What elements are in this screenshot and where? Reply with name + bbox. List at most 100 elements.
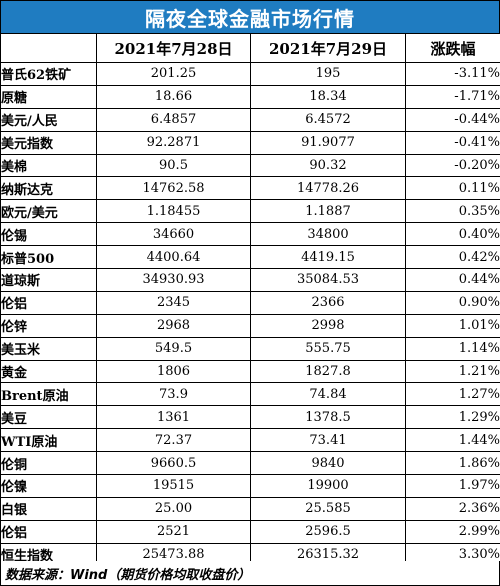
row-name: 美元指数 xyxy=(0,130,97,155)
row-name: 伦铝 xyxy=(0,290,97,315)
row-name: 美元/人民 xyxy=(0,107,97,132)
table-row: 伦铝 2521 2596.5 2.99% xyxy=(0,519,500,544)
table-row: 伦锌 2968 2998 1.01% xyxy=(0,313,500,338)
row-value-date1: 6.4857 xyxy=(96,107,251,132)
table-row: 普氏62铁矿 201.25 195 -3.11% xyxy=(0,62,500,86)
header-date1: 2021年7月28日 xyxy=(96,33,251,63)
row-name: Brent原油 xyxy=(0,382,97,407)
row-change: 0.44% xyxy=(405,268,500,292)
row-change: 2.99% xyxy=(405,519,500,544)
row-name: 白银 xyxy=(0,496,97,521)
row-change: 1.27% xyxy=(405,382,500,407)
table-row: 美玉米 549.5 555.75 1.14% xyxy=(0,336,500,361)
table-row: 黄金 1806 1827.8 1.21% xyxy=(0,359,500,384)
row-change: 1.01% xyxy=(405,313,500,338)
row-value-date2: 91.9077 xyxy=(250,130,406,155)
row-value-date1: 1361 xyxy=(96,405,251,430)
row-value-date2: 18.34 xyxy=(250,84,406,109)
row-name: 原糖 xyxy=(0,84,97,109)
row-value-date2: 195 xyxy=(250,62,406,86)
row-change: 1.97% xyxy=(405,474,500,498)
row-value-date2: 2596.5 xyxy=(250,519,406,544)
row-name: 伦镍 xyxy=(0,474,97,498)
row-name: 美棉 xyxy=(0,153,97,178)
row-value-date1: 73.9 xyxy=(96,382,251,407)
row-change: -3.11% xyxy=(405,62,500,86)
row-value-date1: 201.25 xyxy=(96,62,251,86)
row-value-date1: 19515 xyxy=(96,474,251,498)
row-change: 1.86% xyxy=(405,451,500,476)
row-name: 欧元/美元 xyxy=(0,199,97,224)
row-value-date1: 25.00 xyxy=(96,496,251,521)
row-change: 1.44% xyxy=(405,428,500,453)
row-change: -0.44% xyxy=(405,107,500,132)
table-row: 伦镍 19515 19900 1.97% xyxy=(0,474,500,498)
row-value-date2: 9840 xyxy=(250,451,406,476)
table-row: WTI原油 72.37 73.41 1.44% xyxy=(0,428,500,453)
header-change: 涨跌幅 xyxy=(405,33,500,63)
source-note: 数据来源：Wind（期货价格均取收盘价） xyxy=(0,561,500,586)
row-name: 标普500 xyxy=(0,245,97,270)
row-value-date1: 549.5 xyxy=(96,336,251,361)
table-row: 恒生指数 25473.88 26315.32 3.30% xyxy=(0,542,500,567)
row-change: -1.71% xyxy=(405,84,500,109)
row-value-date1: 34930.93 xyxy=(96,268,251,292)
row-change: 0.35% xyxy=(405,199,500,224)
row-value-date1: 90.5 xyxy=(96,153,251,178)
row-value-date1: 14762.58 xyxy=(96,176,251,201)
row-value-date2: 34800 xyxy=(250,222,406,247)
table-row: 伦铜 9660.5 9840 1.86% xyxy=(0,451,500,476)
row-value-date1: 9660.5 xyxy=(96,451,251,476)
table-row: 道琼斯 34930.93 35084.53 0.44% xyxy=(0,268,500,292)
row-value-date2: 2998 xyxy=(250,313,406,338)
header-date2: 2021年7月29日 xyxy=(250,33,406,63)
row-name: 伦锌 xyxy=(0,313,97,338)
row-value-date1: 2345 xyxy=(96,290,251,315)
row-name: 普氏62铁矿 xyxy=(0,62,97,86)
row-value-date2: 1827.8 xyxy=(250,359,406,384)
table-row: Brent原油 73.9 74.84 1.27% xyxy=(0,382,500,407)
report-title: 隔夜全球金融市场行情 xyxy=(0,0,500,33)
row-value-date2: 2366 xyxy=(250,290,406,315)
row-value-date2: 90.32 xyxy=(250,153,406,178)
row-change: 1.21% xyxy=(405,359,500,384)
table-row: 美豆 1361 1378.5 1.29% xyxy=(0,405,500,430)
table-row: 纳斯达克 14762.58 14778.26 0.11% xyxy=(0,176,500,201)
row-value-date1: 92.2871 xyxy=(96,130,251,155)
row-value-date1: 1806 xyxy=(96,359,251,384)
row-value-date1: 2968 xyxy=(96,313,251,338)
row-name: 道琼斯 xyxy=(0,268,97,292)
row-change: -0.20% xyxy=(405,153,500,178)
row-name: 美玉米 xyxy=(0,336,97,361)
row-change: 0.40% xyxy=(405,222,500,247)
row-name: 美豆 xyxy=(0,405,97,430)
table-header-row: 2021年7月28日 2021年7月29日 涨跌幅 xyxy=(0,33,500,63)
row-name: 恒生指数 xyxy=(0,542,97,567)
row-value-date2: 25.585 xyxy=(250,496,406,521)
row-value-date1: 18.66 xyxy=(96,84,251,109)
table-body: 普氏62铁矿 201.25 195 -3.11% 原糖 18.66 18.34 -1.71% 美… xyxy=(0,62,500,567)
row-value-date2: 1.1887 xyxy=(250,199,406,224)
row-name: 纳斯达克 xyxy=(0,176,97,201)
table-row: 美棉 90.5 90.32 -0.20% xyxy=(0,153,500,178)
table-row: 白银 25.00 25.585 2.36% xyxy=(0,496,500,521)
row-value-date2: 555.75 xyxy=(250,336,406,361)
row-name: 伦铜 xyxy=(0,451,97,476)
row-value-date2: 73.41 xyxy=(250,428,406,453)
row-change: 0.42% xyxy=(405,245,500,270)
row-name: 黄金 xyxy=(0,359,97,384)
row-value-date2: 6.4572 xyxy=(250,107,406,132)
row-change: 1.14% xyxy=(405,336,500,361)
table-row: 标普500 4400.64 4419.15 0.42% xyxy=(0,245,500,270)
row-value-date2: 4419.15 xyxy=(250,245,406,270)
row-value-date2: 74.84 xyxy=(250,382,406,407)
table-row: 欧元/美元 1.18455 1.1887 0.35% xyxy=(0,199,500,224)
row-name: 伦锡 xyxy=(0,222,97,247)
row-change: -0.41% xyxy=(405,130,500,155)
row-value-date1: 34660 xyxy=(96,222,251,247)
table-row: 伦锡 34660 34800 0.40% xyxy=(0,222,500,247)
header-name xyxy=(0,33,97,63)
row-value-date1: 2521 xyxy=(96,519,251,544)
row-change: 0.90% xyxy=(405,290,500,315)
